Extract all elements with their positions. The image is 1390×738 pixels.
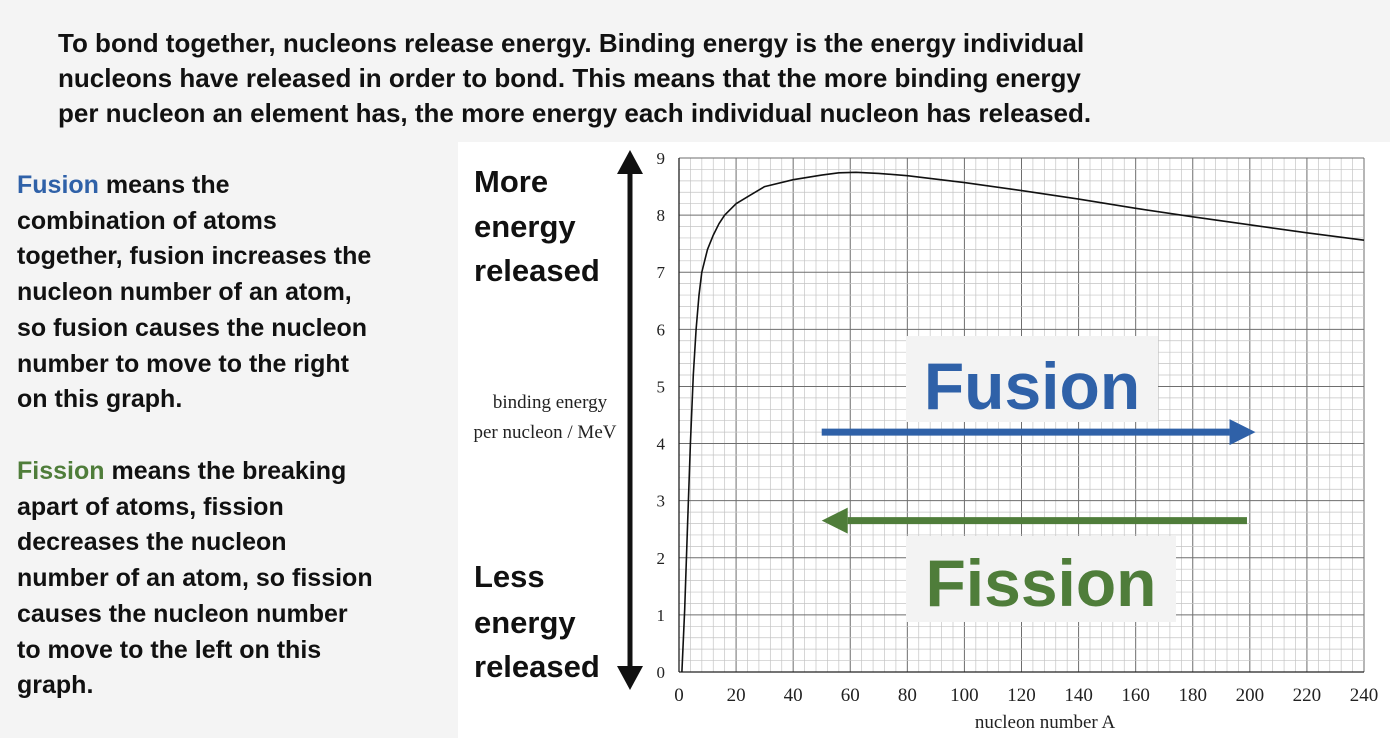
x-tick-label: 0 [674,685,684,706]
y-tick-label: 0 [657,663,666,682]
x-tick-label: 60 [841,685,860,706]
fusion-first-line-rest: means the [98,171,230,199]
x-tick-label: 140 [1064,685,1093,706]
fission-line: decreases the nucleon [17,528,287,557]
process-arrows [821,419,1256,534]
fission-label: Fission [925,546,1156,620]
fission-line: graph. [17,671,94,700]
x-tick-label: 240 [1350,685,1379,706]
x-axis-label: nucleon number A [975,712,1116,733]
y-axis-label-line1: binding energy [493,392,608,413]
fission-explanation: Fission means the breaking apart of atom… [17,454,457,704]
fusion-line: on this graph. [17,385,183,414]
y-tick-label: 5 [657,377,666,396]
y-tick-label: 4 [657,435,666,454]
fusion-line: so fusion causes the nucleon [17,313,368,342]
fusion-label-box [906,336,1158,422]
intro-line: To bond together, nucleons release energ… [58,28,1085,58]
chart-axes [678,158,1364,673]
x-tick-label: 100 [950,685,979,706]
x-tick-label: 180 [1179,685,1208,706]
x-tick-label: 40 [784,685,803,706]
y-tick-label: 1 [657,606,666,625]
y-tick-label: 6 [657,320,666,339]
fission-keyword: Fission [17,457,105,485]
intro-line: per nucleon an element has, the more ene… [58,98,1092,128]
fusion-explanation: Fusion means the combination of atoms to… [17,168,457,418]
fission-first-line-rest: means the breaking [104,457,347,485]
fission-arrow-head [821,507,848,534]
y-tick-label: 7 [657,263,666,282]
fusion-line: combination of atoms [17,206,277,235]
x-tick-labels: 0 20 40 60 80 100 120 140 160 180 200 220 240 [674,685,1378,706]
fusion-arrow-head [1229,419,1256,446]
curve-layer [681,171,1365,673]
fusion-line: number to move to the right [17,349,349,378]
y-tick-labels: 0 1 2 3 4 5 6 7 8 9 [657,149,666,682]
energy-arrow-up-head [617,150,643,174]
fission-line: apart of atoms, fission [17,492,284,521]
x-tick-label: 20 [727,685,746,706]
fusion-first-line: Fusion means the [17,168,457,204]
y-tick-label: 9 [657,149,666,168]
intro-line: nucleons have released in order to bond.… [58,63,1081,93]
y-tick-label: 8 [657,206,666,225]
fusion-line: nucleon number of an atom, [17,278,352,307]
fission-line: number of an atom, so fission [17,564,373,593]
fission-label-box [906,536,1176,622]
fusion-label: Fusion [924,349,1140,423]
less-energy-line3: released [474,649,600,684]
less-energy-line1: Less [474,559,545,594]
x-tick-label: 120 [1007,685,1036,706]
fusion-keyword: Fusion [17,171,99,199]
less-energy-line2: energy [474,605,576,640]
x-tick-label: 160 [1121,685,1150,706]
fission-first-line: Fission means the breaking [17,454,457,490]
fission-line: causes the nucleon number [17,599,348,628]
fission-line: to move to the left on this [17,635,322,664]
fusion-line: together, fusion increases the [17,242,372,271]
x-tick-label: 220 [1293,685,1322,706]
more-energy-line2: energy [474,209,576,244]
y-tick-label: 2 [657,549,666,568]
y-axis-label-line2: per nucleon / MeV [474,422,617,443]
more-energy-line1: More [474,164,548,199]
binding-energy-curve [681,171,1365,673]
y-tick-label: 3 [657,492,666,511]
more-energy-line3: released [474,253,600,288]
x-tick-label: 200 [1236,685,1265,706]
energy-arrow-down-head [617,666,643,690]
x-tick-label: 80 [898,685,917,706]
intro-paragraph: To bond together, nucleons release energ… [58,26,1358,131]
